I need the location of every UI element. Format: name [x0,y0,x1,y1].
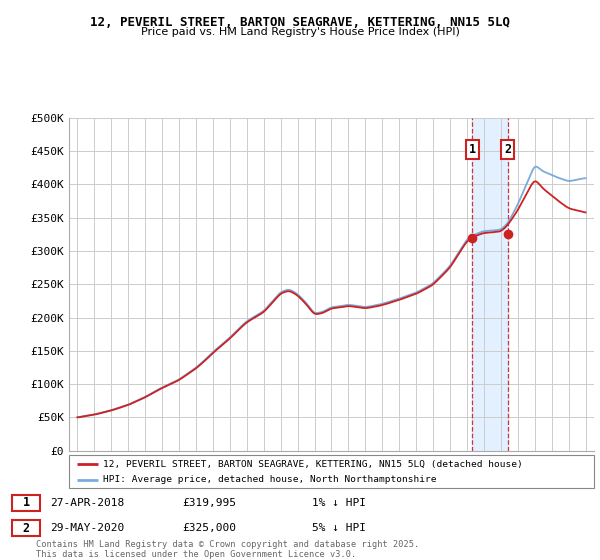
Text: 29-MAY-2020: 29-MAY-2020 [50,523,124,533]
FancyBboxPatch shape [12,520,40,536]
Text: 12, PEVERIL STREET, BARTON SEAGRAVE, KETTERING, NN15 5LQ: 12, PEVERIL STREET, BARTON SEAGRAVE, KET… [90,16,510,29]
Text: 27-APR-2018: 27-APR-2018 [50,498,124,508]
Text: 2: 2 [22,521,29,535]
Text: 12, PEVERIL STREET, BARTON SEAGRAVE, KETTERING, NN15 5LQ (detached house): 12, PEVERIL STREET, BARTON SEAGRAVE, KET… [103,460,523,469]
FancyBboxPatch shape [12,494,40,511]
Text: £319,995: £319,995 [182,498,236,508]
FancyBboxPatch shape [69,455,594,488]
Text: 2: 2 [504,143,511,156]
Text: HPI: Average price, detached house, North Northamptonshire: HPI: Average price, detached house, Nort… [103,475,437,484]
Text: Contains HM Land Registry data © Crown copyright and database right 2025.
This d: Contains HM Land Registry data © Crown c… [36,540,419,559]
Bar [472,118,508,451]
Text: Price paid vs. HM Land Registry's House Price Index (HPI): Price paid vs. HM Land Registry's House … [140,27,460,37]
Text: 1: 1 [22,496,29,510]
Text: 1: 1 [469,143,476,156]
Text: £325,000: £325,000 [182,523,236,533]
Text: 5% ↓ HPI: 5% ↓ HPI [312,523,366,533]
Text: 1% ↓ HPI: 1% ↓ HPI [312,498,366,508]
